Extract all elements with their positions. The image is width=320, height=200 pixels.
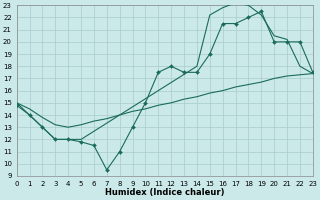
X-axis label: Humidex (Indice chaleur): Humidex (Indice chaleur) [105,188,224,197]
